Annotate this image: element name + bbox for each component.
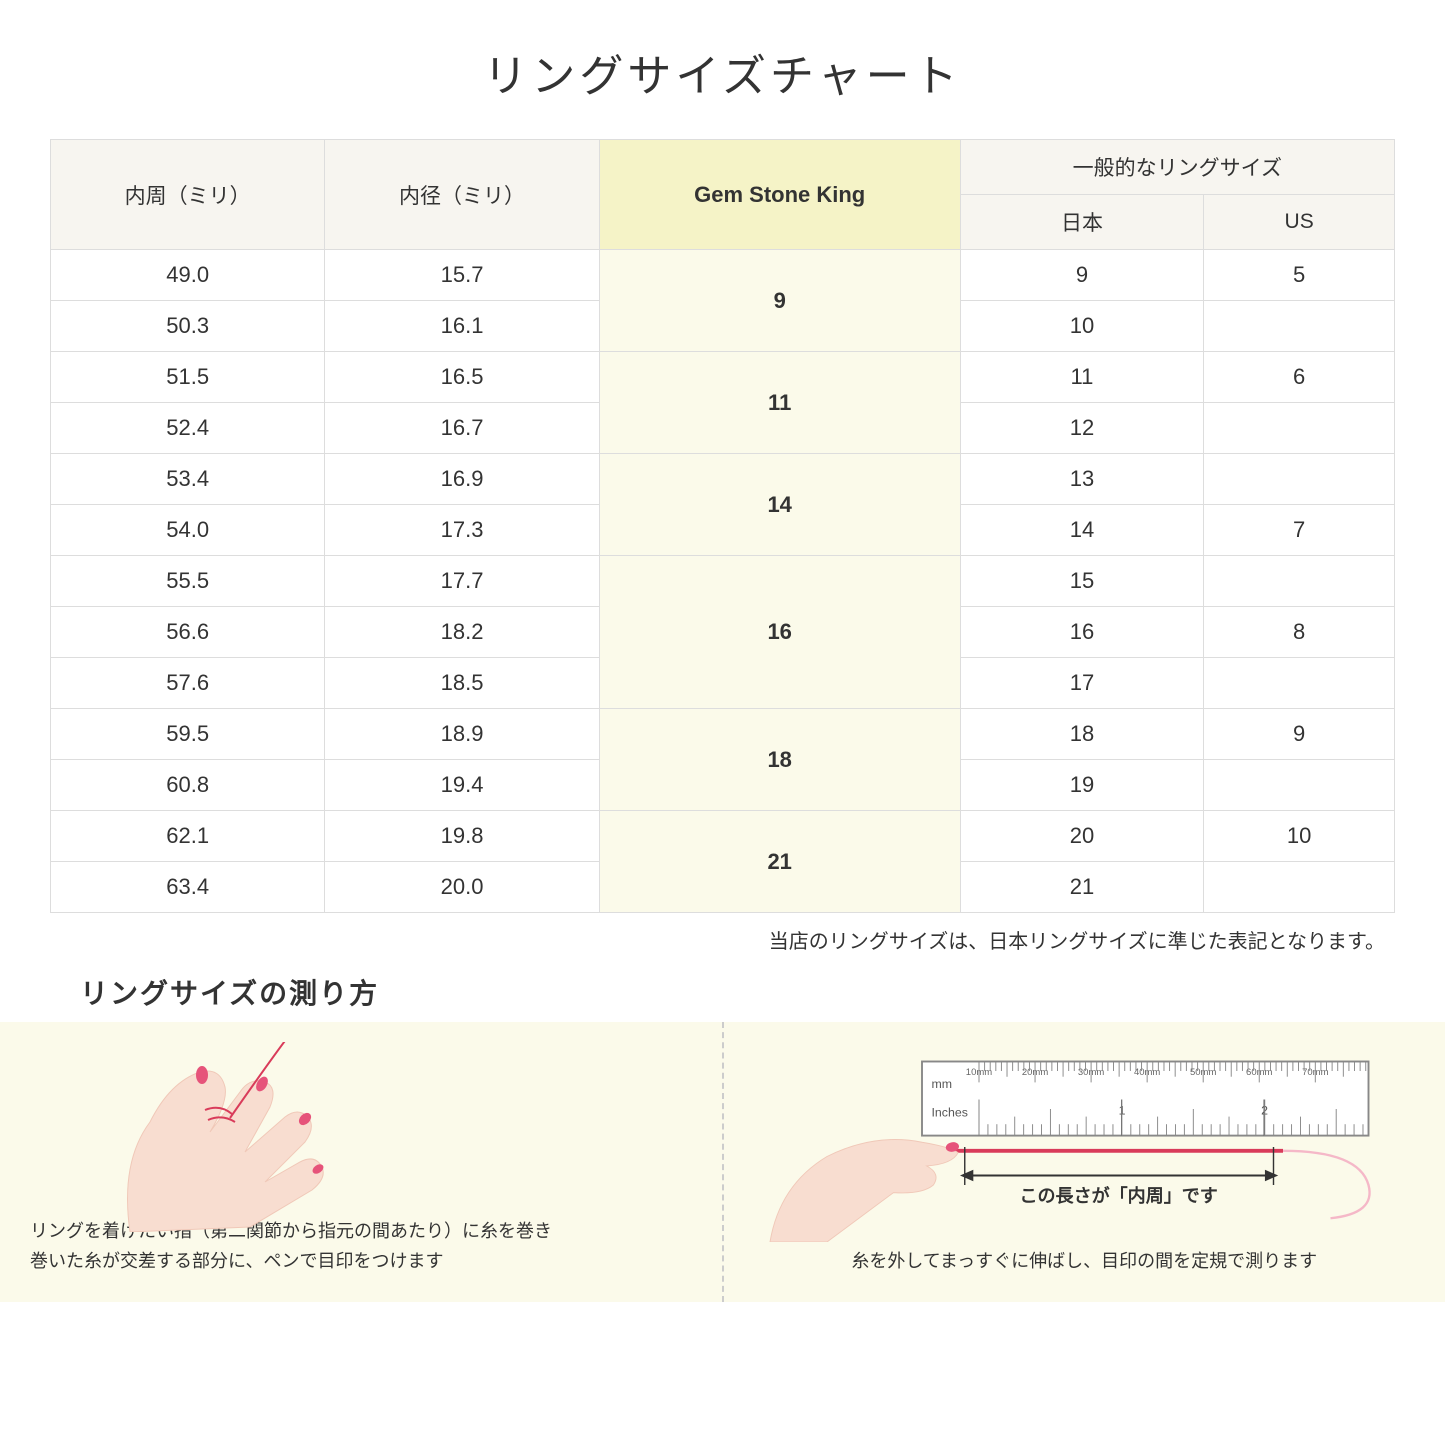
cell-diameter: 18.9: [325, 709, 599, 760]
cell-diameter: 16.5: [325, 352, 599, 403]
cell-us: [1204, 862, 1395, 913]
cell-jp: 21: [960, 862, 1204, 913]
cell-jp: 18: [960, 709, 1204, 760]
cell-diameter: 19.8: [325, 811, 599, 862]
cell-us: [1204, 301, 1395, 352]
arrow-label: この長さが「内周」です: [1019, 1185, 1217, 1206]
cell-us: [1204, 403, 1395, 454]
cell-diameter: 20.0: [325, 862, 599, 913]
howto-caption-measure: 糸を外してまっすぐに伸ばし、目印の間を定規で測ります: [754, 1246, 1416, 1277]
cell-circumference: 62.1: [51, 811, 325, 862]
cell-jp: 13: [960, 454, 1204, 505]
howto-panel-wrap: リングを着けたい指（第二関節から指元の間あたり）に糸を巻き巻いた糸が交差する部分…: [0, 1022, 724, 1302]
note-text: 当店のリングサイズは、日本リングサイズに準じた表記となります。: [50, 925, 1395, 954]
ruler-inches-label: Inches: [931, 1106, 967, 1120]
cell-jp: 20: [960, 811, 1204, 862]
cell-us: 9: [1204, 709, 1395, 760]
cell-diameter: 15.7: [325, 250, 599, 301]
cell-gsk: 14: [599, 454, 960, 556]
hand-wrap-illustration: [30, 1042, 692, 1216]
cell-diameter: 17.3: [325, 505, 599, 556]
ruler-illustration: mm Inches 10mm20mm30mm40mm50mm60mm70mm 1…: [754, 1042, 1416, 1246]
cell-circumference: 50.3: [51, 301, 325, 352]
cell-us: 6: [1204, 352, 1395, 403]
cell-gsk: 9: [599, 250, 960, 352]
cell-circumference: 51.5: [51, 352, 325, 403]
table-row: 55.517.71615: [51, 556, 1395, 607]
table-row: 51.516.511116: [51, 352, 1395, 403]
cell-circumference: 57.6: [51, 658, 325, 709]
cell-circumference: 63.4: [51, 862, 325, 913]
cell-jp: 14: [960, 505, 1204, 556]
cell-jp: 15: [960, 556, 1204, 607]
cell-circumference: 59.5: [51, 709, 325, 760]
cell-us: 7: [1204, 505, 1395, 556]
col-jp: 日本: [960, 195, 1204, 250]
cell-us: [1204, 760, 1395, 811]
cell-jp: 10: [960, 301, 1204, 352]
size-chart-table: 内周（ミリ） 内径（ミリ） Gem Stone King 一般的なリングサイズ …: [50, 139, 1395, 913]
cell-circumference: 54.0: [51, 505, 325, 556]
cell-us: [1204, 556, 1395, 607]
cell-circumference: 49.0: [51, 250, 325, 301]
cell-circumference: 53.4: [51, 454, 325, 505]
col-diameter: 内径（ミリ）: [325, 140, 599, 250]
cell-us: 5: [1204, 250, 1395, 301]
table-row: 62.119.8212010: [51, 811, 1395, 862]
cell-circumference: 60.8: [51, 760, 325, 811]
cell-jp: 9: [960, 250, 1204, 301]
col-circumference: 内周（ミリ）: [51, 140, 325, 250]
cell-gsk: 11: [599, 352, 960, 454]
col-general: 一般的なリングサイズ: [960, 140, 1394, 195]
col-gsk: Gem Stone King: [599, 140, 960, 250]
table-row: 49.015.7995: [51, 250, 1395, 301]
col-us: US: [1204, 195, 1395, 250]
howto-section: リングを着けたい指（第二関節から指元の間あたり）に糸を巻き巻いた糸が交差する部分…: [0, 1022, 1445, 1302]
cell-us: 10: [1204, 811, 1395, 862]
cell-circumference: 56.6: [51, 607, 325, 658]
cell-diameter: 19.4: [325, 760, 599, 811]
cell-jp: 16: [960, 607, 1204, 658]
howto-title: リングサイズの測り方: [80, 972, 1395, 1012]
cell-circumference: 52.4: [51, 403, 325, 454]
cell-diameter: 16.1: [325, 301, 599, 352]
cell-us: [1204, 658, 1395, 709]
ruler-mm-label: mm: [931, 1077, 952, 1091]
cell-diameter: 18.5: [325, 658, 599, 709]
cell-jp: 19: [960, 760, 1204, 811]
cell-circumference: 55.5: [51, 556, 325, 607]
cell-diameter: 18.2: [325, 607, 599, 658]
cell-diameter: 16.9: [325, 454, 599, 505]
table-row: 59.518.918189: [51, 709, 1395, 760]
cell-us: [1204, 454, 1395, 505]
cell-jp: 12: [960, 403, 1204, 454]
table-row: 53.416.91413: [51, 454, 1395, 505]
cell-gsk: 18: [599, 709, 960, 811]
cell-diameter: 16.7: [325, 403, 599, 454]
page-title: リングサイズチャート: [50, 40, 1395, 104]
cell-gsk: 16: [599, 556, 960, 709]
cell-gsk: 21: [599, 811, 960, 913]
cell-jp: 11: [960, 352, 1204, 403]
cell-us: 8: [1204, 607, 1395, 658]
cell-diameter: 17.7: [325, 556, 599, 607]
cell-jp: 17: [960, 658, 1204, 709]
howto-panel-measure: mm Inches 10mm20mm30mm40mm50mm60mm70mm 1…: [724, 1022, 1445, 1302]
